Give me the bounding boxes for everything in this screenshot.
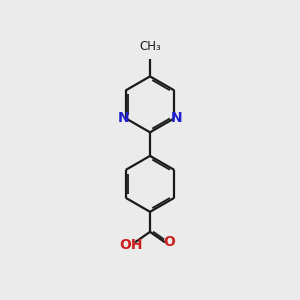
Text: OH: OH xyxy=(119,238,142,252)
Text: N: N xyxy=(171,111,182,125)
Text: N: N xyxy=(118,111,129,125)
Text: CH₃: CH₃ xyxy=(139,40,161,53)
Text: O: O xyxy=(163,235,175,249)
